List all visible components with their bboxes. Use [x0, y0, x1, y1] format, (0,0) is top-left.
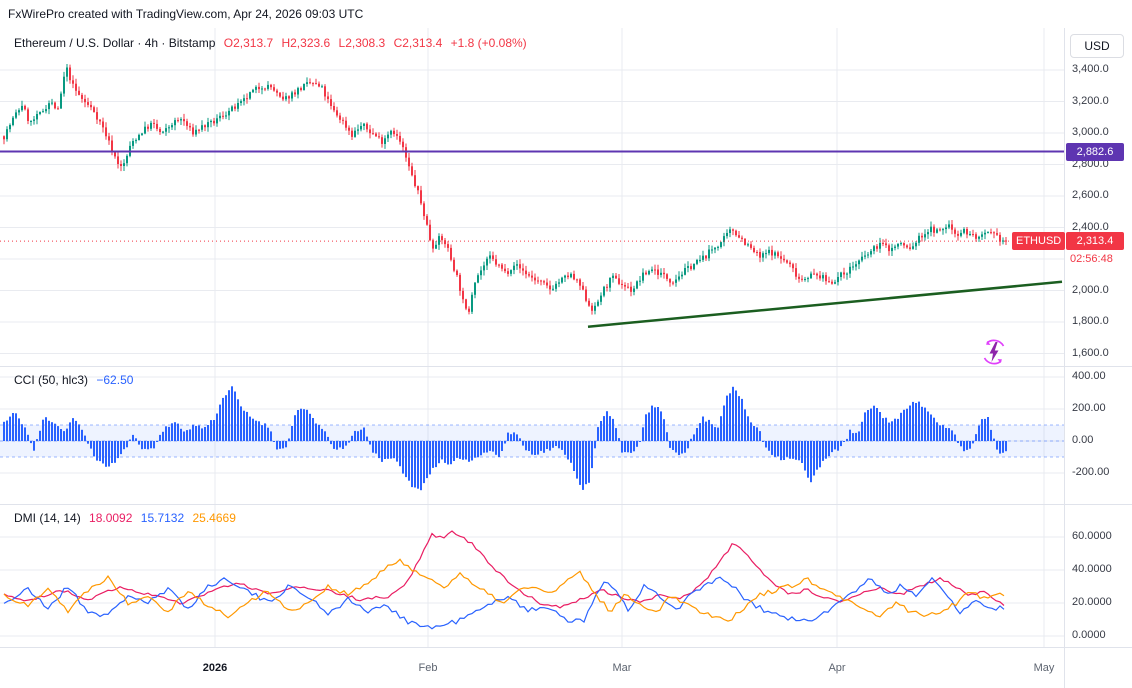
dmi-minus-di-value: 25.4669: [192, 511, 236, 525]
dmi-scale-tick: 60.0000: [1072, 530, 1112, 542]
legend-open: O2,313.7: [223, 36, 274, 50]
legend-change: +1.8 (+0.08%): [450, 36, 527, 50]
dmi-scale-tick: 40.0000: [1072, 563, 1112, 575]
legend-close: C2,313.4: [393, 36, 443, 50]
time-axis-label: Mar: [612, 662, 632, 674]
currency-usd-button[interactable]: USD: [1070, 34, 1124, 58]
main-price-tick: 3,000.0: [1072, 126, 1109, 138]
main-price-tick: 3,200.0: [1072, 95, 1109, 107]
cci-scale-tick: 400.00: [1072, 370, 1106, 382]
time-axis-label: Apr: [828, 662, 846, 674]
main-price-tick: 2,800.0: [1072, 158, 1109, 170]
main-price-tick: 3,400.0: [1072, 63, 1109, 75]
pane-separator[interactable]: [0, 366, 1132, 367]
dmi-legend: DMI (14, 14) 18.0092 15.7132 25.4669: [14, 511, 236, 525]
dmi-pane[interactable]: [0, 505, 1064, 647]
main-price-tick: 2,000.0: [1072, 284, 1109, 296]
flash-refresh-icon[interactable]: [978, 336, 1010, 373]
flash-refresh-icon-glyph: [983, 339, 1005, 365]
main-price-tick: 2,400.0: [1072, 221, 1109, 233]
pane-separator[interactable]: [0, 504, 1132, 505]
cci-pane[interactable]: [0, 367, 1064, 504]
main-legend: Ethereum / U.S. Dollar · 4h · Bitstamp O…: [14, 36, 527, 50]
cci-scale-tick: 200.00: [1072, 402, 1106, 414]
countdown-label: 02:56:48: [1066, 251, 1117, 267]
time-axis-separator: [0, 647, 1132, 648]
cci-legend: CCI (50, hlc3) −62.50: [14, 373, 133, 387]
main-price-tick: 1,600.0: [1072, 347, 1109, 359]
dmi-scale-tick: 20.0000: [1072, 596, 1112, 608]
cci-scale-tick: 0.00: [1072, 434, 1094, 446]
symbol-price-label: ETHUSD: [1012, 232, 1066, 250]
main-price-tick: 1,800.0: [1072, 315, 1109, 327]
main-price-tick: 2,600.0: [1072, 189, 1109, 201]
price-scale[interactable]: 3,400.0 3,200.0 3,000.0 2,800.0 2,600.0 2,400…: [1065, 28, 1132, 688]
time-axis-label: Feb: [418, 662, 438, 674]
hline-price-badge: 2,882.6: [1066, 143, 1124, 161]
symbol-title[interactable]: Ethereum / U.S. Dollar · 4h · Bitstamp: [14, 36, 216, 50]
dmi-scale-tick: 0.0000: [1072, 629, 1106, 641]
price-axis-border: [1064, 28, 1065, 688]
cci-scale-tick: -200.00: [1072, 466, 1110, 478]
attribution-text: FxWirePro created with TradingView.com, …: [8, 7, 364, 21]
last-price-badge: 2,313.4: [1066, 232, 1124, 250]
main-price-pane[interactable]: [0, 28, 1064, 366]
cci-legend-value: −62.50: [96, 373, 134, 387]
time-scale[interactable]: 2026 Feb Mar Apr May: [0, 648, 1132, 688]
dmi-plus-di-value: 15.7132: [140, 511, 185, 525]
dmi-legend-title[interactable]: DMI (14, 14): [14, 511, 81, 525]
time-axis-label: 2026: [202, 662, 228, 674]
dmi-adx-value: 18.0092: [89, 511, 133, 525]
legend-high: H2,323.6: [281, 36, 331, 50]
legend-low: L2,308.3: [338, 36, 386, 50]
time-axis-label: May: [1033, 662, 1055, 674]
cci-legend-title[interactable]: CCI (50, hlc3): [14, 373, 89, 387]
